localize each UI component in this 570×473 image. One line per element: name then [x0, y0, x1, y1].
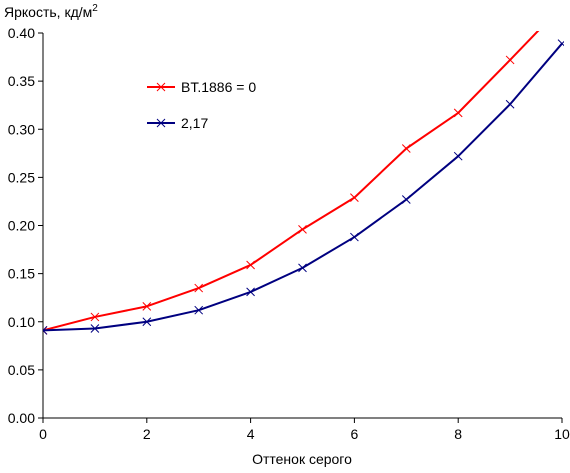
series-1: [43, 2, 566, 335]
series-1-point: [401, 144, 411, 153]
y-tick-label: 0.35: [8, 73, 35, 89]
legend-label: 2,17: [181, 115, 208, 131]
series-2-point-stroke-a: [43, 329, 48, 335]
series-1-point: [194, 283, 204, 293]
series-2-point-stroke-b: [557, 40, 564, 48]
y-tick-label: 0.25: [8, 169, 35, 185]
y-tick-label: 0.40: [8, 25, 35, 41]
series-1-point-stroke-b: [453, 108, 463, 118]
series-2-point-stroke-b: [401, 195, 411, 204]
series-1-point-stroke-b: [350, 193, 359, 202]
series-2: [43, 39, 564, 335]
series-1-point: [558, 2, 566, 10]
legend-item-2: 2,17: [147, 115, 208, 131]
series-1-point-stroke-b: [298, 224, 307, 234]
x-tick-label: 4: [247, 426, 255, 442]
y-axis-title: Яркость, кд/м2: [4, 3, 98, 20]
series-1-point: [246, 260, 255, 270]
series-2-point-stroke-b: [90, 324, 100, 333]
series-1-point: [90, 312, 100, 322]
x-tick-label: 6: [351, 426, 359, 442]
series-2-point-stroke-b: [298, 263, 307, 273]
series-2-point: [557, 39, 564, 48]
legend: BT.1886 = 0 2,17: [147, 79, 256, 131]
series-2-point: [350, 232, 359, 242]
series-1-point: [505, 55, 515, 65]
y-tick-label: 0.30: [8, 121, 35, 137]
series-1-point-stroke-b: [401, 144, 411, 153]
series-1-line: [43, 31, 540, 332]
legend-swatch-marker-stroke-b: [156, 82, 166, 92]
x-tick-label: 2: [143, 426, 151, 442]
series-1-point-stroke-b: [558, 2, 566, 10]
series-2-point: [401, 195, 411, 204]
series-1-point: [298, 224, 307, 234]
series-2-point-stroke-b: [505, 99, 515, 109]
series-2-point-stroke-b: [246, 287, 255, 297]
legend-swatch-marker-stroke-b: [156, 118, 166, 128]
y-tick-label: 0.00: [8, 410, 35, 426]
y-tick-label: 0.15: [8, 266, 35, 282]
series-1-point-stroke-b: [505, 55, 515, 65]
x-axis-title: Оттенок серого: [252, 451, 352, 467]
axes: 0.00 0.05 0.10 0.15 0.20 0.25 0.30 0.35 0.40 0 2 4 6…: [8, 25, 570, 442]
series-2-point-stroke-b: [194, 305, 204, 315]
series-1-point: [350, 193, 359, 202]
legend-swatch-marker: [156, 82, 166, 92]
series-2-point-stroke-b: [142, 317, 152, 327]
y-tick-label: 0.10: [8, 314, 35, 330]
series-1-point-stroke-a: [558, 2, 566, 10]
series-layer: [43, 2, 566, 335]
series-2-point: [453, 151, 463, 161]
series-2-point-stroke-b: [453, 151, 463, 161]
x-tick-label: 10: [554, 426, 570, 442]
series-1-point-stroke-b: [142, 301, 152, 311]
series-2-point-stroke-b: [350, 232, 359, 242]
series-2-point: [505, 99, 515, 109]
series-2-point-stroke-b: [43, 326, 48, 332]
legend-item-1: BT.1886 = 0: [147, 79, 256, 95]
x-tick-label: 8: [454, 426, 462, 442]
legend-label: BT.1886 = 0: [181, 79, 256, 95]
series-2-point: [43, 326, 48, 335]
series-1-point: [453, 108, 463, 118]
x-tick-label: 0: [39, 426, 47, 442]
series-1-point-stroke-b: [194, 283, 204, 293]
series-2-point: [90, 324, 100, 333]
series-2-point: [194, 305, 204, 315]
y-axis-title-superscript: 2: [92, 3, 98, 14]
series-1-point: [142, 301, 152, 311]
series-1-point-stroke-b: [90, 312, 100, 322]
series-2-point: [298, 263, 307, 273]
y-tick-label: 0.05: [8, 362, 35, 378]
series-1-point-stroke-b: [246, 260, 255, 270]
series-2-point: [142, 317, 152, 327]
y-tick-label: 0.20: [8, 218, 35, 234]
legend-swatch-marker: [156, 118, 166, 128]
series-2-point: [246, 287, 255, 297]
